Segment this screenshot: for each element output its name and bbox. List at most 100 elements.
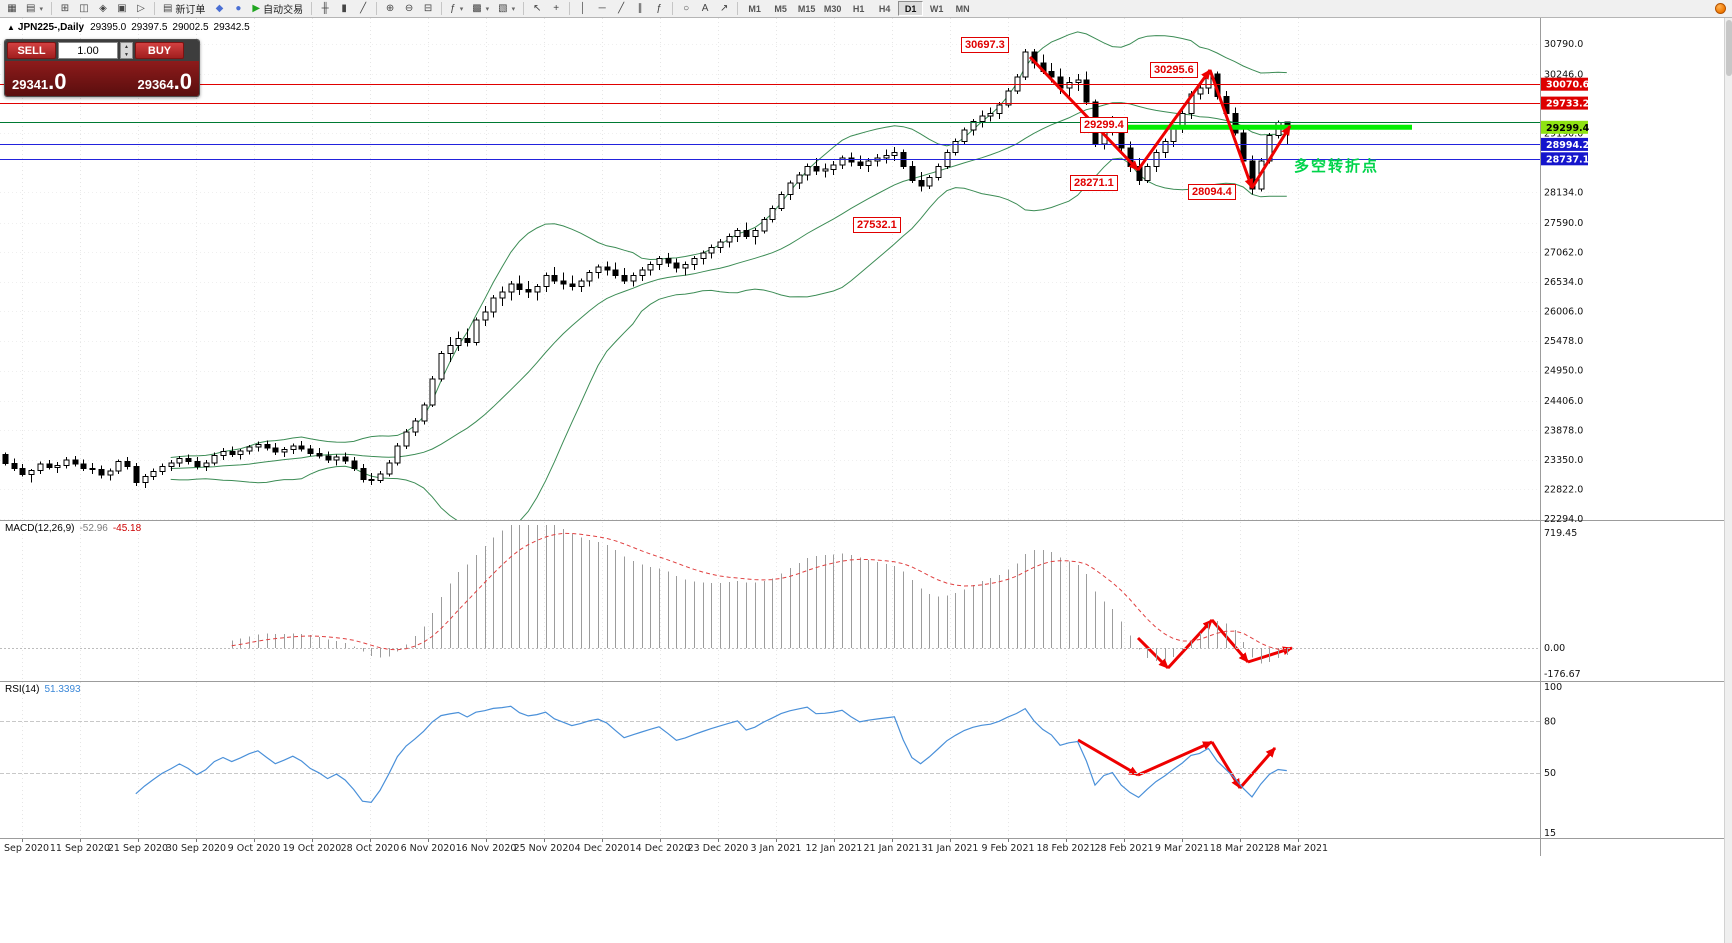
collapse-arrow-icon[interactable]: ▲ — [7, 23, 15, 32]
templates-button[interactable]: ▧ ▾ — [494, 1, 519, 17]
svg-text:19 Oct 2020: 19 Oct 2020 — [283, 843, 342, 854]
zoom-in-button[interactable]: ⊕ — [381, 1, 399, 17]
svg-text:30790.0: 30790.0 — [1544, 39, 1583, 50]
fibonacci-button[interactable]: ƒ — [650, 1, 668, 17]
buy-button[interactable]: BUY — [135, 42, 184, 59]
timeframe-m15-button[interactable]: M15 — [797, 3, 816, 14]
metaeditor-button[interactable]: ◆ — [210, 1, 228, 17]
timeframe-m5-button[interactable]: M5 — [774, 3, 787, 14]
market-watch-button[interactable]: ⊞ — [56, 1, 74, 17]
trendline-button[interactable]: ╱ — [612, 1, 630, 17]
crosshair-button[interactable]: + — [547, 1, 565, 17]
bar-chart-icon: ╫ — [321, 2, 329, 14]
timeframe-m30-button[interactable]: M30 — [823, 3, 842, 14]
toolbar-separator — [737, 2, 739, 15]
tile-windows-icon: ⊟ — [423, 2, 433, 14]
community-button[interactable]: ● — [229, 1, 247, 17]
tile-windows-button[interactable]: ⊟ — [419, 1, 437, 17]
svg-text:16 Nov 2020: 16 Nov 2020 — [456, 843, 517, 854]
price-annotation-box[interactable]: 30295.6 — [1150, 62, 1198, 78]
price-annotation-box[interactable]: 28271.1 — [1070, 175, 1118, 191]
price-axis: 30790.0 30246.0 29190.0 28134.0 27590.0 27062… — [1541, 39, 1590, 525]
new-chart-button[interactable]: ▦ — [3, 1, 21, 17]
macd-signal-line — [231, 532, 1287, 651]
price-annotation-box[interactable]: 29299.4 — [1080, 117, 1128, 133]
periods-button[interactable]: ▩ ▾ — [468, 1, 493, 17]
svg-text:29190.0: 29190.0 — [1544, 129, 1583, 140]
toolbar-separator — [50, 2, 52, 15]
profiles-caret-icon: ▾ — [39, 5, 43, 13]
scrollbar-thumb[interactable] — [1726, 20, 1732, 76]
svg-text:29733.2: 29733.2 — [1546, 99, 1589, 110]
cursor-icon: ↖ — [532, 2, 542, 14]
svg-text:18 Feb 2021: 18 Feb 2021 — [1036, 843, 1095, 854]
new-order-icon: ▤ — [162, 2, 173, 14]
terminal-icon: ▣ — [117, 2, 127, 14]
timeframe-h1-button[interactable]: H1 — [852, 3, 865, 14]
vertical-line-button[interactable]: │ — [574, 1, 592, 17]
timeframe-h4-button[interactable]: H4 — [878, 3, 891, 14]
auto-trading-icon: ▶ — [252, 2, 261, 14]
equidistant-channel-button[interactable]: ∥ — [631, 1, 649, 17]
new-order-button[interactable]: ▤ 新订单 — [159, 1, 209, 17]
timeframe-mn-button[interactable]: MN — [955, 3, 970, 14]
sell-price: 29341.0 — [12, 69, 67, 94]
horizontal-level-lines[interactable] — [0, 84, 1540, 160]
svg-text:3 Jan 2021: 3 Jan 2021 — [751, 843, 802, 854]
price-annotation-box[interactable]: 27532.1 — [853, 217, 901, 233]
volume-up-icon[interactable]: ▲ — [124, 44, 129, 50]
profiles-icon: ▤ — [26, 2, 36, 14]
arrow-tool-icon: ↗ — [719, 2, 729, 14]
cursor-button[interactable]: ↖ — [528, 1, 546, 17]
price-annotation-box[interactable]: 28094.4 — [1188, 184, 1236, 200]
volume-stepper[interactable]: ▲ ▼ — [120, 42, 133, 59]
turning-point-label: 多空转折点 — [1294, 158, 1380, 175]
rsi-axis-label: 100 — [1544, 682, 1562, 693]
quote-open: 29395.0 — [90, 22, 127, 33]
indicators-button[interactable]: ƒ ▾ — [446, 1, 467, 17]
vertical-scrollbar[interactable] — [1724, 18, 1732, 943]
sell-button[interactable]: SELL — [7, 42, 56, 59]
timeframe-w1-button[interactable]: W1 — [929, 3, 944, 14]
panel-separators — [0, 18, 1732, 856]
price-trend-arrows[interactable] — [1028, 55, 1292, 189]
shapes-button[interactable]: ○ — [677, 1, 695, 17]
timeframe-d1-button[interactable]: D1 — [898, 1, 924, 16]
svg-text:28 Oct 2020: 28 Oct 2020 — [341, 843, 400, 854]
arrow-tool-button[interactable]: ↗ — [715, 1, 733, 17]
svg-text:28 Feb 2021: 28 Feb 2021 — [1094, 843, 1153, 854]
candlestick-chart-button[interactable]: ▮ — [335, 1, 353, 17]
volume-down-icon[interactable]: ▼ — [124, 52, 129, 58]
data-window-button[interactable]: ◫ — [75, 1, 93, 17]
auto-trading-button[interactable]: ▶ 自动交易 — [248, 1, 307, 17]
horizontal-line-button[interactable]: ─ — [593, 1, 611, 17]
navigator-button[interactable]: ◈ — [94, 1, 112, 17]
price-annotation-box[interactable]: 30697.3 — [961, 37, 1009, 53]
svg-text:23 Dec 2020: 23 Dec 2020 — [688, 843, 749, 854]
svg-text:21 Jan 2021: 21 Jan 2021 — [864, 843, 921, 854]
line-chart-button[interactable]: ╱ — [354, 1, 372, 17]
rsi-axis-label: 15 — [1544, 828, 1556, 839]
strategy-tester-button[interactable]: ▷ — [132, 1, 150, 17]
bollinger-bands — [170, 31, 1287, 520]
bar-chart-button[interactable]: ╫ — [316, 1, 334, 17]
timeframe-m1-button[interactable]: M1 — [748, 3, 761, 14]
crosshair-icon: + — [553, 2, 560, 14]
toolbar-separator — [672, 2, 674, 15]
profiles-button[interactable]: ▤ ▾ — [22, 1, 47, 17]
rsi-trend-arrows[interactable] — [1077, 738, 1277, 789]
toolbar-separator — [569, 2, 571, 15]
svg-text:29299.4: 29299.4 — [1546, 123, 1590, 134]
svg-text:22294.0: 22294.0 — [1544, 514, 1583, 525]
zoom-out-button[interactable]: ⊖ — [400, 1, 418, 17]
rsi-line — [135, 705, 1287, 803]
volume-input[interactable] — [58, 42, 118, 59]
alert-icon[interactable] — [1715, 3, 1726, 14]
periods-caret-icon: ▾ — [485, 5, 490, 13]
templates-icon: ▧ — [498, 2, 508, 14]
text-tool-button[interactable]: A — [696, 1, 714, 17]
terminal-button[interactable]: ▣ — [113, 1, 131, 17]
svg-text:21 Sep 2020: 21 Sep 2020 — [108, 843, 168, 854]
svg-text:23878.0: 23878.0 — [1544, 425, 1583, 436]
